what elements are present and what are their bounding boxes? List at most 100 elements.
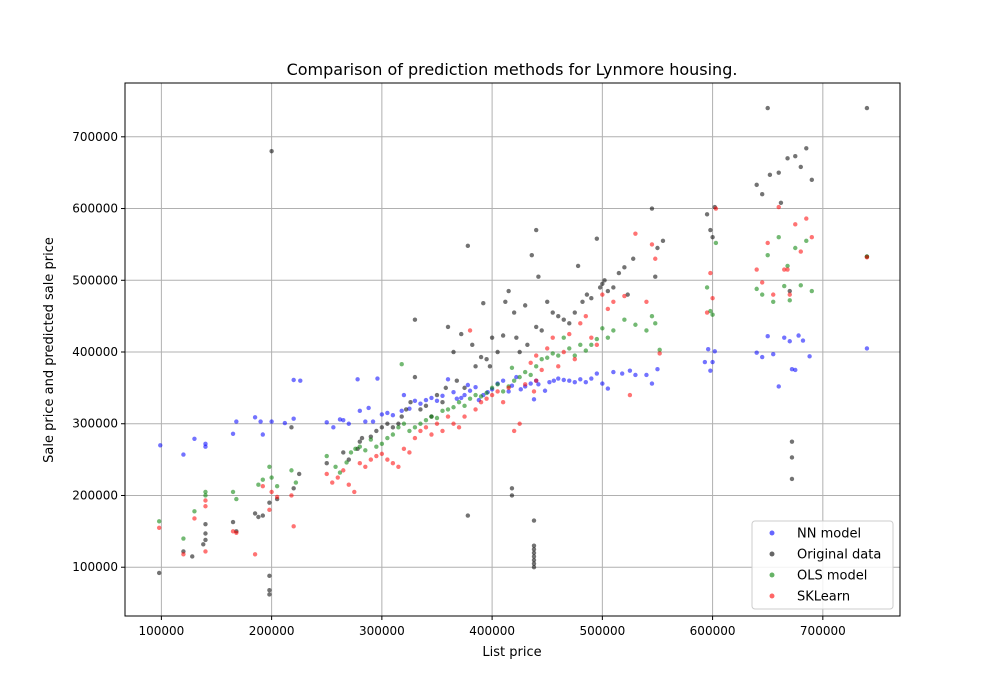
data-point <box>324 453 329 459</box>
data-point <box>580 299 585 304</box>
data-point <box>644 299 649 304</box>
data-point <box>203 498 208 503</box>
data-point <box>545 355 550 360</box>
data-point <box>765 252 770 258</box>
data-point <box>787 339 792 344</box>
data-point <box>531 554 537 559</box>
data-point <box>423 403 429 409</box>
data-point <box>534 353 539 358</box>
data-point <box>796 333 801 338</box>
data-point <box>390 412 396 418</box>
data-point <box>440 393 445 398</box>
data-point <box>556 353 561 358</box>
data-point <box>473 364 478 369</box>
data-point <box>534 378 539 383</box>
data-point <box>522 382 528 387</box>
data-point <box>583 379 589 385</box>
data-point <box>531 389 537 394</box>
data-point <box>368 457 374 462</box>
data-point <box>357 408 363 414</box>
data-point <box>401 392 407 398</box>
data-point <box>550 310 555 315</box>
data-point <box>809 235 815 240</box>
data-point <box>412 374 418 380</box>
data-point <box>418 407 423 412</box>
data-point <box>451 421 456 426</box>
data-point <box>525 342 530 348</box>
data-point <box>804 146 809 151</box>
data-point <box>511 310 517 315</box>
legend-label: NN model <box>797 527 861 542</box>
data-point <box>234 530 239 535</box>
data-point <box>375 376 380 381</box>
data-point <box>331 425 336 430</box>
data-point <box>390 432 396 437</box>
legend-marker <box>769 530 775 536</box>
data-point <box>181 536 186 541</box>
data-point <box>514 335 519 340</box>
data-point <box>771 351 776 357</box>
data-point <box>704 285 710 290</box>
data-point <box>655 245 660 251</box>
legend: NN model Original data OLS model SKLearn <box>751 520 894 610</box>
data-point <box>434 421 440 426</box>
data-point <box>291 377 296 383</box>
data-point <box>379 425 385 430</box>
data-point <box>282 420 288 426</box>
data-point <box>462 403 467 409</box>
data-point <box>556 376 561 381</box>
legend-box <box>751 520 894 610</box>
data-point <box>203 521 208 527</box>
data-point <box>514 374 519 380</box>
data-point <box>203 493 208 498</box>
data-point <box>531 543 537 548</box>
data-point <box>203 537 208 543</box>
data-point <box>511 428 517 434</box>
data-point <box>401 446 407 452</box>
data-point <box>782 283 787 289</box>
data-point <box>396 421 401 426</box>
data-point <box>594 342 600 348</box>
data-point <box>357 444 363 449</box>
data-point <box>622 265 627 270</box>
data-point <box>230 431 236 436</box>
data-point <box>660 238 666 244</box>
data-point <box>412 425 418 430</box>
data-point <box>500 400 506 405</box>
data-point <box>357 461 363 466</box>
data-point <box>456 400 462 405</box>
series-0 <box>158 333 870 457</box>
data-point <box>465 243 471 249</box>
data-point <box>561 317 566 322</box>
data-point <box>445 414 451 419</box>
data-point <box>370 419 376 424</box>
data-point <box>418 428 423 434</box>
data-point <box>337 470 343 475</box>
data-point <box>252 415 258 420</box>
data-point <box>181 452 186 457</box>
data-point <box>368 437 374 442</box>
data-point <box>708 270 713 276</box>
data-point <box>771 292 776 297</box>
data-point <box>600 281 605 287</box>
data-point <box>550 351 555 356</box>
data-point <box>355 377 360 382</box>
data-point <box>787 292 792 297</box>
y-axis-ticks: 100000 200000 300000 400000 500000 600000 7000… <box>72 130 125 574</box>
data-point <box>787 298 792 303</box>
data-point <box>528 360 533 365</box>
data-point <box>289 493 294 498</box>
data-point <box>445 407 451 412</box>
data-point <box>787 288 792 294</box>
data-point <box>776 384 781 389</box>
data-point <box>765 240 770 246</box>
data-point <box>260 432 266 437</box>
data-point <box>445 324 451 330</box>
legend-label: SKLearn <box>797 590 850 605</box>
data-point <box>434 415 440 421</box>
data-point <box>269 475 274 480</box>
data-point <box>644 328 649 333</box>
data-point <box>710 312 715 317</box>
data-point <box>407 428 412 434</box>
